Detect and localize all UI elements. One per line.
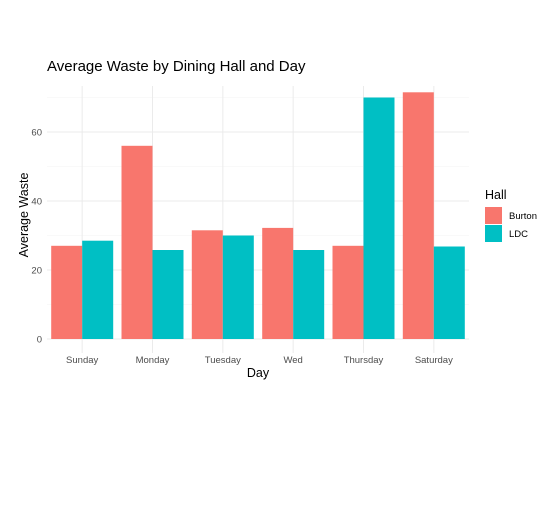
bar-burton-tuesday [191, 230, 223, 339]
y-axis-ticks: 0 20 40 60 [31, 128, 42, 346]
x-tick-label: Monday [136, 355, 170, 366]
legend-key-ldc [485, 225, 502, 242]
bar-ldc-sunday [82, 240, 114, 339]
legend-label-burton: Burton [509, 211, 537, 222]
legend-title: Hall [485, 188, 507, 202]
x-tick-label: Sunday [66, 355, 98, 366]
bar-burton-monday [121, 145, 153, 339]
y-tick-label: 0 [37, 335, 42, 346]
bar-burton-saturday [402, 92, 434, 339]
x-axis-title: Day [247, 366, 270, 380]
bar-ldc-saturday [433, 246, 465, 339]
bar-ldc-tuesday [222, 235, 254, 339]
x-tick-label: Thursday [344, 355, 384, 366]
bar-ldc-wed [293, 250, 325, 339]
legend-key-burton [485, 207, 502, 224]
x-tick-label: Saturday [415, 355, 453, 366]
chart-title: Average Waste by Dining Hall and Day [47, 58, 306, 75]
x-tick-label: Wed [283, 355, 302, 366]
y-tick-label: 20 [31, 266, 42, 277]
bar-ldc-monday [152, 250, 184, 339]
y-tick-label: 40 [31, 197, 42, 208]
y-tick-label: 60 [31, 128, 42, 139]
x-axis-ticks: Sunday Monday Tuesday Wed Thursday Saturday [66, 355, 453, 366]
bar-burton-sunday [51, 245, 83, 339]
x-tick-label: Tuesday [205, 355, 241, 366]
legend-label-ldc: LDC [509, 229, 528, 240]
bars [51, 92, 465, 339]
bar-burton-thursday [332, 245, 364, 339]
bar-burton-wed [262, 227, 294, 339]
bar-ldc-thursday [363, 97, 395, 339]
legend: Hall Burton LDC [485, 188, 537, 242]
y-axis-title: Average Waste [17, 173, 31, 258]
